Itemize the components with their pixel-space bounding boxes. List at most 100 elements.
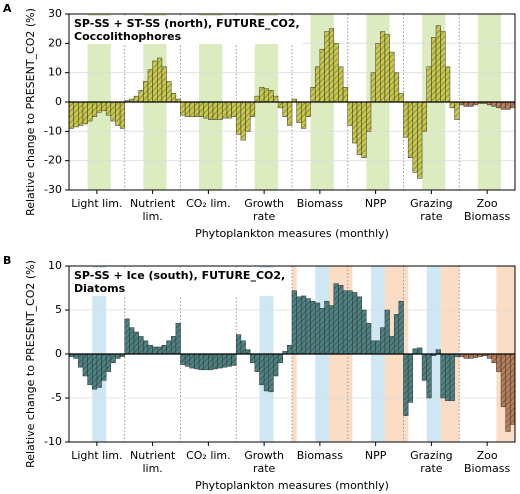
bar bbox=[491, 101, 497, 107]
bar bbox=[110, 101, 116, 122]
bar bbox=[194, 353, 200, 370]
bar bbox=[105, 353, 112, 372]
bar bbox=[133, 331, 139, 355]
bar bbox=[296, 296, 302, 355]
y-tick-label: -20 bbox=[44, 154, 62, 167]
bar bbox=[412, 101, 418, 173]
bar bbox=[152, 60, 158, 103]
bar bbox=[389, 336, 395, 355]
bar bbox=[463, 353, 469, 359]
y-tick-label: 20 bbox=[48, 36, 62, 49]
plot-frame bbox=[68, 13, 516, 191]
x-axis-title: Phytoplankton measures (monthly) bbox=[195, 227, 389, 240]
bar bbox=[342, 87, 348, 103]
bar bbox=[240, 340, 246, 355]
bar bbox=[208, 353, 214, 371]
bar bbox=[319, 307, 325, 355]
bar bbox=[305, 298, 311, 355]
bar bbox=[170, 92, 177, 103]
bar bbox=[421, 353, 427, 381]
bar bbox=[73, 353, 79, 359]
bar bbox=[91, 353, 98, 390]
bar bbox=[328, 305, 335, 355]
bar bbox=[226, 353, 232, 367]
bar bbox=[314, 66, 321, 103]
x-tick-label: NPP bbox=[364, 197, 387, 210]
bar bbox=[352, 101, 358, 144]
bar bbox=[510, 101, 516, 109]
bar bbox=[157, 346, 163, 355]
bar bbox=[491, 353, 497, 364]
bar bbox=[375, 43, 381, 103]
bar bbox=[356, 296, 362, 355]
bar bbox=[68, 101, 74, 129]
bar bbox=[226, 101, 232, 119]
bar bbox=[375, 340, 381, 355]
x-tick-label: Growth rate bbox=[244, 449, 285, 475]
bar bbox=[231, 353, 237, 366]
bar bbox=[208, 101, 214, 120]
x-tick-label: Nutrient lim. bbox=[130, 449, 176, 475]
bar bbox=[333, 43, 339, 103]
bar bbox=[426, 353, 432, 399]
bar bbox=[421, 101, 427, 132]
x-tick-label: Light lim. bbox=[71, 449, 123, 462]
bar bbox=[161, 344, 167, 355]
bar bbox=[236, 101, 242, 135]
bar bbox=[138, 336, 144, 355]
bar bbox=[389, 51, 395, 103]
bar bbox=[314, 302, 321, 355]
bar bbox=[426, 66, 432, 103]
bar bbox=[282, 101, 288, 117]
bar bbox=[231, 101, 237, 117]
bar bbox=[370, 340, 376, 355]
bar bbox=[87, 353, 93, 386]
bar bbox=[189, 353, 195, 369]
x-tick-label: Grazing rate bbox=[410, 197, 453, 223]
bar bbox=[305, 101, 311, 117]
bar bbox=[505, 353, 511, 432]
bar bbox=[403, 353, 409, 416]
bar bbox=[380, 327, 386, 355]
y-tick-label: 10 bbox=[48, 66, 62, 79]
bar bbox=[380, 31, 386, 103]
bar bbox=[407, 353, 414, 403]
bar bbox=[291, 290, 297, 355]
bar bbox=[212, 353, 218, 370]
x-tick-label: Biomass bbox=[296, 197, 343, 210]
bar bbox=[129, 327, 135, 355]
bar bbox=[319, 48, 325, 103]
bar bbox=[445, 353, 451, 401]
bar bbox=[198, 353, 204, 371]
bar bbox=[203, 101, 209, 119]
bar bbox=[152, 346, 158, 355]
panel-title: SP-SS + Ice (south), FUTURE_CO2, Diatoms bbox=[71, 268, 289, 296]
bar bbox=[435, 25, 441, 103]
bar bbox=[403, 101, 409, 138]
bar bbox=[249, 101, 256, 117]
bar bbox=[96, 101, 102, 113]
panel-title: SP-SS + ST-SS (north), FUTURE_CO2, Cocco… bbox=[71, 16, 303, 44]
bar bbox=[78, 101, 84, 126]
bar bbox=[82, 101, 88, 125]
bar bbox=[301, 295, 307, 355]
bar bbox=[189, 101, 195, 117]
bar bbox=[449, 101, 455, 109]
bar bbox=[245, 349, 251, 355]
x-tick-label: Nutrient lim. bbox=[130, 197, 176, 223]
bar bbox=[273, 353, 279, 377]
bar bbox=[361, 101, 367, 158]
x-tick-label: Grazing rate bbox=[410, 449, 453, 475]
bar bbox=[435, 349, 441, 355]
bar bbox=[119, 101, 125, 129]
bar bbox=[361, 309, 367, 355]
bar bbox=[180, 101, 186, 116]
bar bbox=[101, 353, 107, 381]
y-tick-label: -10 bbox=[44, 124, 62, 137]
bar bbox=[161, 66, 167, 103]
bar bbox=[328, 28, 335, 103]
bar bbox=[217, 353, 223, 369]
x-tick-label: Zoo Biomass bbox=[463, 449, 511, 475]
